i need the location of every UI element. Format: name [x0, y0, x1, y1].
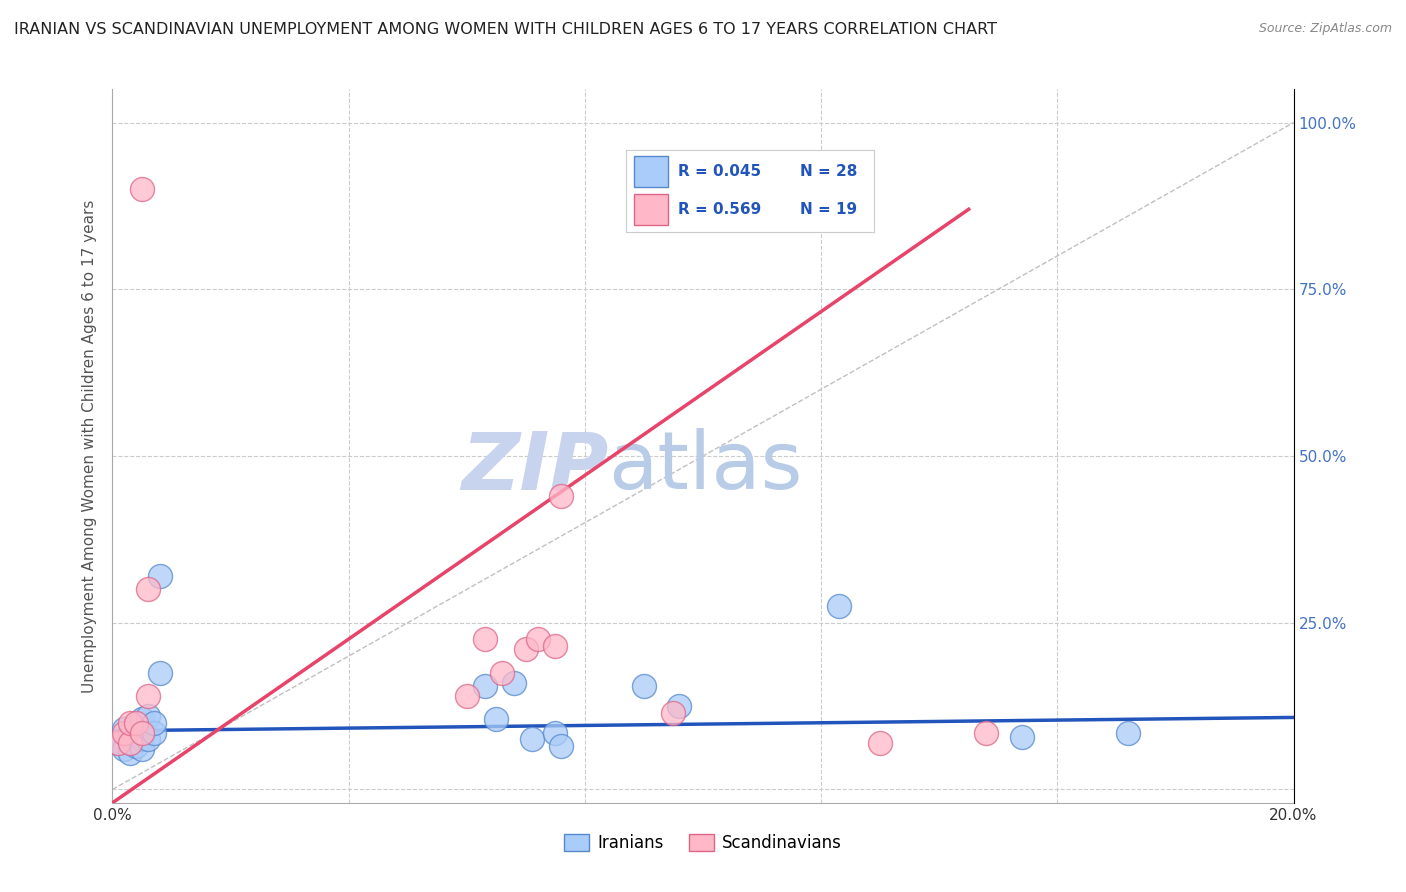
Point — [107, 736, 129, 750]
Point — [136, 582, 159, 597]
Point — [131, 725, 153, 739]
Point — [668, 699, 690, 714]
Point — [131, 713, 153, 727]
Point — [131, 742, 153, 756]
Text: R = 0.569: R = 0.569 — [678, 202, 762, 218]
Point — [131, 732, 153, 747]
Point — [1011, 731, 1033, 745]
Point — [125, 719, 148, 733]
Point — [142, 725, 165, 739]
Point — [149, 665, 172, 680]
Point — [120, 736, 142, 750]
Text: N = 19: N = 19 — [800, 202, 858, 218]
Point — [544, 725, 567, 739]
Point — [474, 679, 496, 693]
Point — [550, 739, 572, 753]
Bar — [634, 155, 668, 186]
Point — [136, 689, 159, 703]
Point — [112, 723, 135, 737]
Point — [112, 742, 135, 756]
Point — [142, 715, 165, 730]
Point — [485, 713, 508, 727]
Point — [503, 675, 526, 690]
Point — [520, 732, 543, 747]
Y-axis label: Unemployment Among Women with Children Ages 6 to 17 years: Unemployment Among Women with Children A… — [82, 199, 97, 693]
Point — [976, 725, 998, 739]
Point — [456, 689, 478, 703]
Point — [136, 709, 159, 723]
Point — [149, 569, 172, 583]
Point — [491, 665, 513, 680]
Text: R = 0.045: R = 0.045 — [678, 164, 762, 178]
Point — [125, 739, 148, 753]
Point — [1116, 725, 1139, 739]
Text: N = 28: N = 28 — [800, 164, 858, 178]
Legend: Iranians, Scandinavians: Iranians, Scandinavians — [557, 827, 849, 859]
Point — [125, 715, 148, 730]
Point — [120, 725, 142, 739]
Point — [544, 639, 567, 653]
Point — [550, 489, 572, 503]
Point — [136, 732, 159, 747]
Point — [131, 182, 153, 196]
Point — [112, 725, 135, 739]
Point — [474, 632, 496, 647]
Point — [107, 736, 129, 750]
Text: Source: ZipAtlas.com: Source: ZipAtlas.com — [1258, 22, 1392, 36]
Text: atlas: atlas — [609, 428, 803, 507]
Point — [120, 746, 142, 760]
Point — [662, 706, 685, 720]
Point — [120, 715, 142, 730]
Point — [515, 642, 537, 657]
Point — [869, 736, 891, 750]
Point — [633, 679, 655, 693]
Point — [120, 736, 142, 750]
Bar — [634, 194, 668, 226]
Text: ZIP: ZIP — [461, 428, 609, 507]
Point — [526, 632, 548, 647]
Point — [828, 599, 851, 613]
Text: IRANIAN VS SCANDINAVIAN UNEMPLOYMENT AMONG WOMEN WITH CHILDREN AGES 6 TO 17 YEAR: IRANIAN VS SCANDINAVIAN UNEMPLOYMENT AMO… — [14, 22, 997, 37]
